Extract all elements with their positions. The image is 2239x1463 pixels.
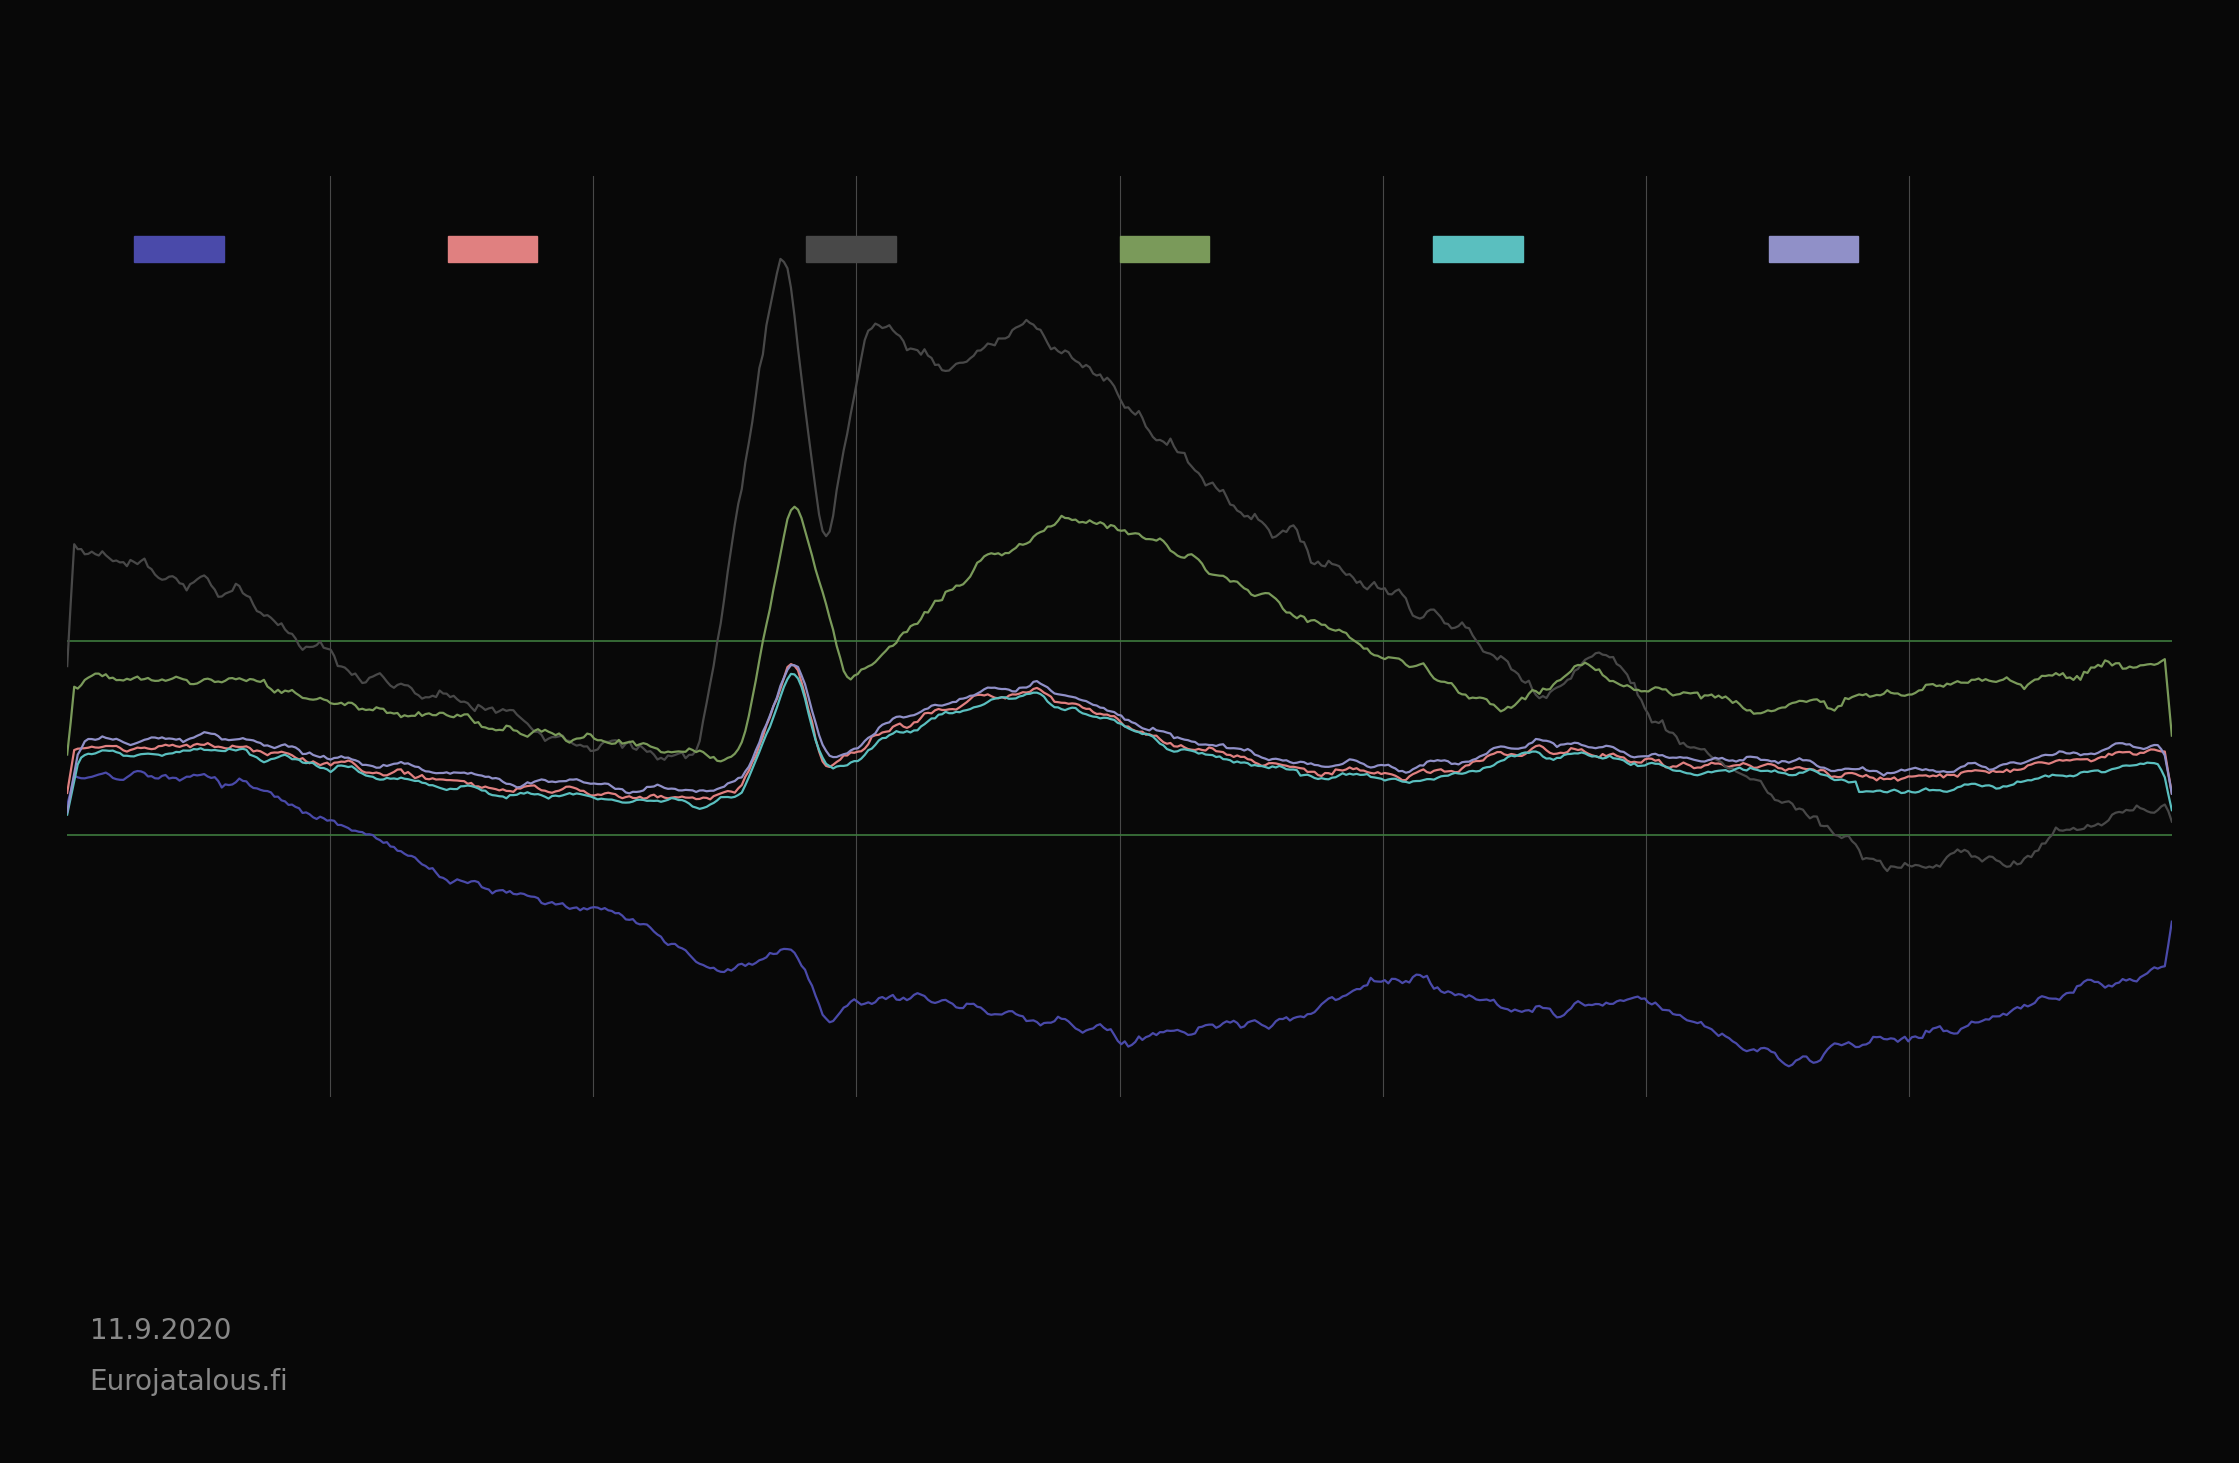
Text: 11.9.2020: 11.9.2020 bbox=[90, 1317, 231, 1344]
Text: Eurojatalous.fi: Eurojatalous.fi bbox=[90, 1368, 289, 1396]
